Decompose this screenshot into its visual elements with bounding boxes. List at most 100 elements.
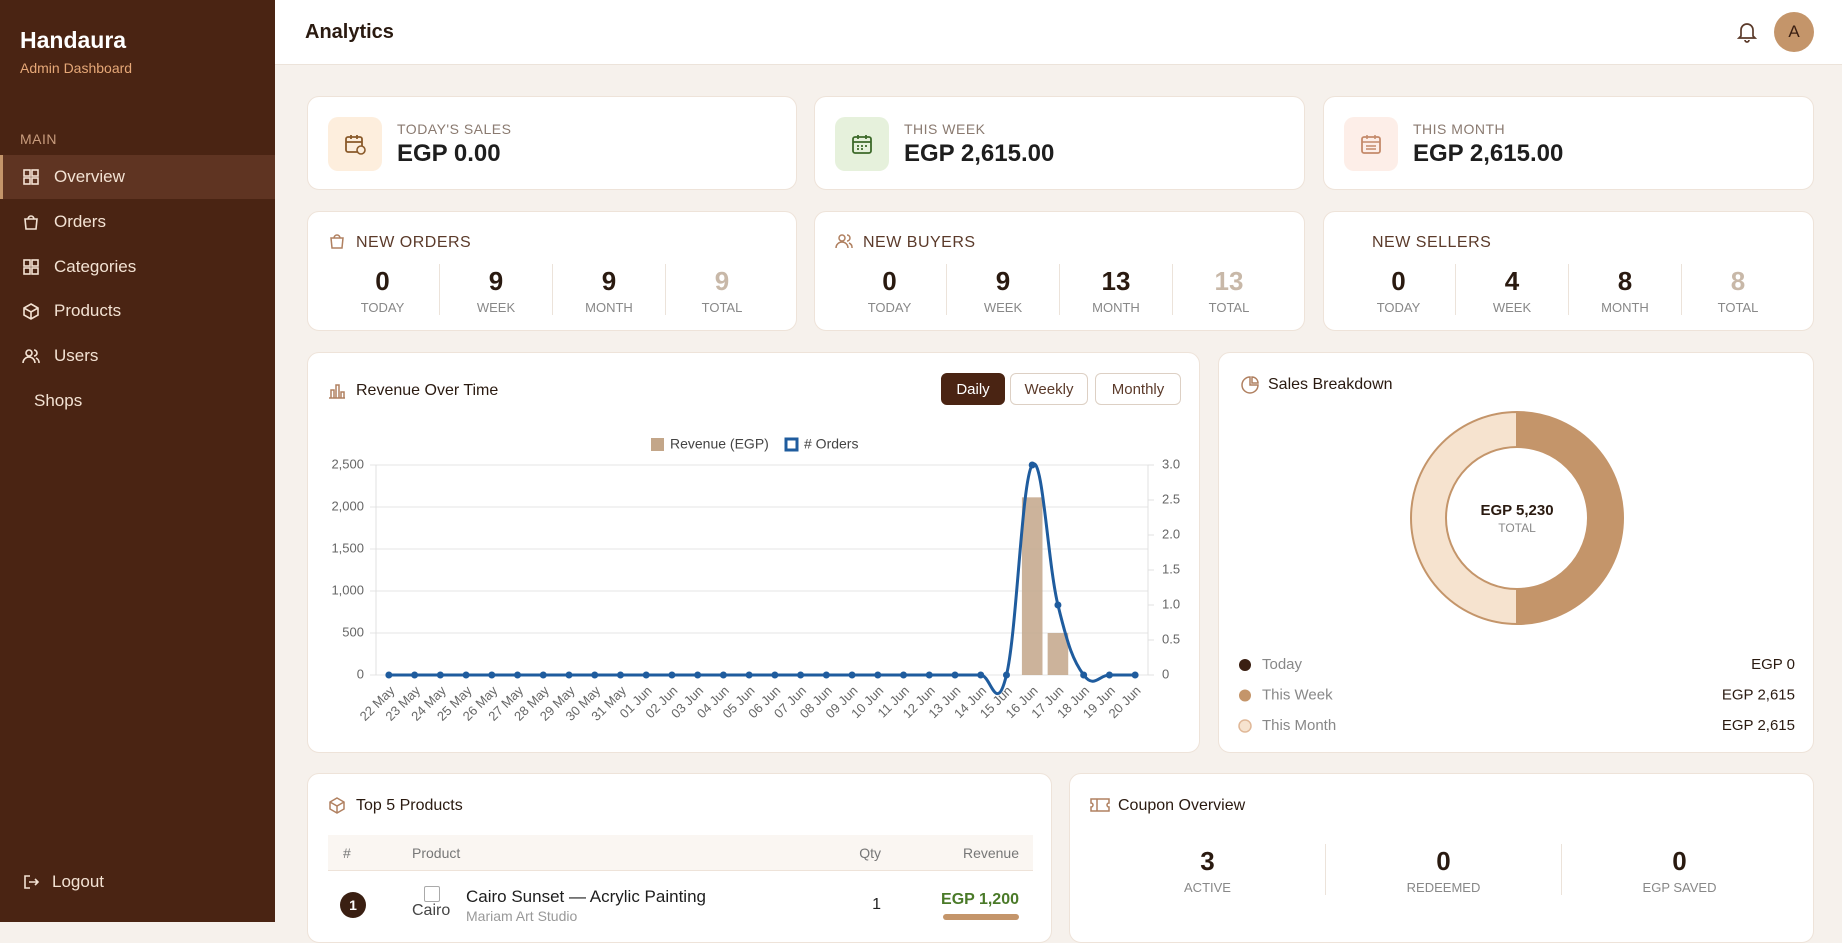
bar — [1047, 633, 1069, 675]
point — [771, 671, 779, 679]
icon — [1241, 376, 1259, 394]
donut-center-value: EGP 5,230 — [1480, 502, 1553, 519]
legend-swatch — [784, 437, 799, 452]
period-button[interactable]: Monthly — [1095, 373, 1181, 405]
period-button[interactable]: Daily — [941, 373, 1005, 405]
coupon-stat: 0 REDEEMED — [1325, 844, 1561, 895]
icon — [22, 349, 40, 364]
count-column: 9 WEEK — [439, 264, 552, 315]
icon — [24, 215, 38, 230]
count-column: 9 TOTAL — [665, 264, 778, 315]
brand-subtitle: Admin Dashboard — [20, 60, 133, 76]
count-column: 0 TODAY — [326, 264, 439, 315]
icon — [24, 875, 40, 889]
rank-badge: 1 — [340, 892, 366, 918]
page-title: Analytics — [305, 21, 394, 43]
point — [1105, 671, 1113, 679]
column-header: # — [343, 845, 351, 861]
y-tick-label: 2,500 — [331, 456, 364, 471]
count-label: TOTAL — [1208, 300, 1250, 315]
point — [694, 671, 702, 679]
point — [1131, 671, 1139, 679]
logout[interactable]: Logout — [0, 860, 275, 904]
point — [874, 671, 882, 679]
nav-item[interactable]: Orders — [0, 200, 275, 244]
legend-dot — [1238, 719, 1252, 733]
legend-label: # Orders — [804, 436, 858, 452]
sidebar: Handaura Admin Dashboard MAIN Overview O… — [0, 0, 275, 922]
broken-image — [424, 886, 440, 902]
stat-card: THIS MONTH EGP 2,615.00 — [1323, 96, 1814, 190]
count-value: 0 — [1391, 266, 1406, 296]
point — [514, 671, 522, 679]
y-tick-label: 500 — [342, 624, 364, 639]
image-alt: Cairo — [412, 902, 450, 919]
stat-label: TODAY'S SALES — [397, 121, 512, 137]
stat-card: TODAY'S SALES EGP 0.00 — [307, 96, 797, 190]
stat-value: EGP 2,615.00 — [1413, 140, 1564, 167]
count-value: 4 — [1504, 266, 1520, 296]
nav-label: Orders — [54, 212, 106, 231]
point — [797, 671, 805, 679]
icon — [23, 259, 39, 275]
point — [436, 671, 444, 679]
count-value: 8 — [1617, 266, 1633, 296]
nav-item[interactable]: Overview — [0, 155, 275, 199]
stat-icon — [1344, 117, 1398, 171]
nav-label: Categories — [54, 257, 137, 276]
legend-label: This Week — [1262, 686, 1333, 703]
count-value: 9 — [488, 266, 504, 296]
count-value: 0 — [375, 266, 390, 296]
icon — [23, 303, 39, 320]
notifications[interactable] — [1737, 21, 1757, 43]
point — [977, 671, 985, 679]
nav-item[interactable]: Shops — [0, 379, 275, 423]
count-column: 4 WEEK — [1455, 264, 1568, 315]
point — [1080, 671, 1088, 679]
nav-label: Overview — [54, 167, 125, 186]
count-column: 13 MONTH — [1059, 264, 1172, 315]
coupon-stat: 0 EGP SAVED — [1561, 844, 1797, 895]
point — [565, 671, 573, 679]
legend-value: EGP 2,615 — [1722, 686, 1795, 703]
count-label: MONTH — [1601, 300, 1649, 315]
product-name[interactable]: Cairo Sunset — Acrylic Painting — [466, 887, 706, 906]
point — [745, 671, 753, 679]
card-title: Coupon Overview — [1118, 797, 1246, 814]
point — [848, 671, 856, 679]
point — [539, 671, 547, 679]
nav-item[interactable]: Users — [0, 334, 275, 378]
point — [642, 671, 650, 679]
nav-item[interactable]: Categories — [0, 245, 275, 289]
y2-tick-label: 2.5 — [1162, 491, 1180, 506]
card-title: Top 5 Products — [356, 797, 463, 814]
count-label: TODAY — [1376, 300, 1421, 315]
period-button[interactable]: Weekly — [1010, 373, 1088, 405]
count-column: 9 MONTH — [552, 264, 665, 315]
nav-label: Products — [54, 301, 122, 320]
column-header: Revenue — [962, 845, 1019, 861]
y-tick-label: 1,000 — [331, 582, 364, 597]
stat-card: THIS WEEK EGP 2,615.00 — [814, 96, 1305, 190]
stat-value: EGP 0.00 — [397, 140, 501, 167]
y2-tick-label: 0 — [1162, 666, 1169, 681]
donut-slice — [1516, 410, 1624, 626]
count-label: TOTAL — [1717, 300, 1759, 315]
count-label: TODAY — [867, 300, 912, 315]
avatar[interactable]: A — [1774, 12, 1814, 52]
count-label: TOTAL — [701, 300, 743, 315]
y2-tick-label: 2.0 — [1162, 526, 1180, 541]
y-tick-label: 1,500 — [331, 540, 364, 555]
point — [1028, 461, 1036, 469]
nav-item[interactable]: Products — [0, 289, 275, 333]
coupon-value: 3 — [1200, 846, 1215, 876]
y2-tick-label: 1.5 — [1162, 561, 1180, 576]
point — [900, 671, 908, 679]
count-column: 0 TODAY — [833, 264, 946, 315]
count-title: NEW SELLERS — [1372, 234, 1492, 251]
table-header — [328, 835, 1033, 871]
legend-label: Revenue (EGP) — [670, 436, 769, 452]
count-title: NEW ORDERS — [356, 234, 472, 251]
count-column: 8 TOTAL — [1681, 264, 1794, 315]
